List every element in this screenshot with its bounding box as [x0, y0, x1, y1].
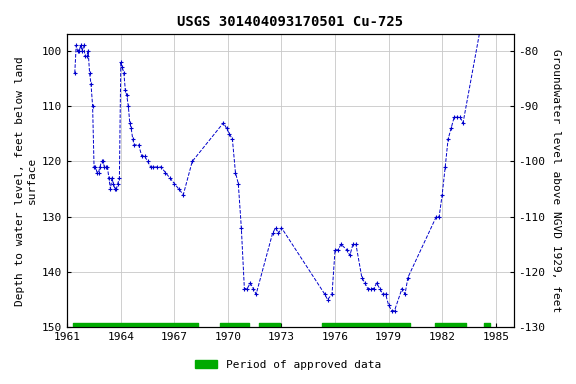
Legend: Period of approved data: Period of approved data — [191, 356, 385, 375]
Title: USGS 301404093170501 Cu-725: USGS 301404093170501 Cu-725 — [177, 15, 403, 29]
Y-axis label: Groundwater level above NGVD 1929, feet: Groundwater level above NGVD 1929, feet — [551, 49, 561, 313]
Y-axis label: Depth to water level, feet below land
surface: Depth to water level, feet below land su… — [15, 56, 37, 306]
